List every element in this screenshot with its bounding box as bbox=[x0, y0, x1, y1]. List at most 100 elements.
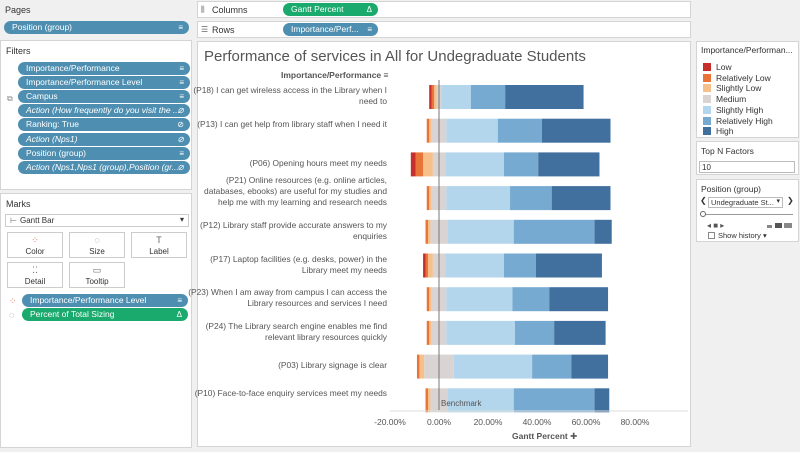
filter-pill[interactable]: Action (How frequently do you visit the … bbox=[18, 104, 190, 118]
show-history-label[interactable]: Show history ▾ bbox=[718, 231, 767, 240]
bar-segment[interactable] bbox=[446, 287, 513, 312]
legend-item[interactable]: Relatively Low bbox=[703, 73, 771, 84]
row-header[interactable]: Importance/Performance ≡ bbox=[281, 70, 389, 80]
bar-segment[interactable] bbox=[426, 320, 430, 345]
legend-item[interactable]: Medium bbox=[703, 94, 746, 105]
bar-segment[interactable] bbox=[513, 219, 595, 244]
bar-segment[interactable] bbox=[445, 152, 504, 177]
tooltip-icon: ▭ bbox=[92, 265, 102, 275]
playback-controls[interactable]: ◂ ■ ▸ bbox=[707, 221, 725, 230]
slider-track[interactable] bbox=[703, 214, 793, 215]
bar-segment[interactable] bbox=[429, 186, 432, 211]
bar-segment[interactable] bbox=[470, 85, 506, 109]
bar-segment[interactable] bbox=[510, 186, 552, 211]
color-button[interactable]: ⁘ Color bbox=[7, 232, 63, 258]
tooltip-button[interactable]: ▭ Tooltip bbox=[69, 262, 125, 288]
bar-segment[interactable] bbox=[427, 253, 433, 278]
bar-segment[interactable] bbox=[425, 388, 428, 413]
bar-segment[interactable] bbox=[427, 388, 431, 413]
bar-segment[interactable] bbox=[503, 152, 539, 177]
legend-item[interactable]: High bbox=[703, 126, 733, 137]
filter-pill[interactable]: Action (Nps1,Nps1 (group),Position (gr..… bbox=[18, 160, 190, 174]
legend-swatch bbox=[703, 84, 711, 93]
bar-segment[interactable] bbox=[549, 287, 609, 312]
bar-segment[interactable] bbox=[551, 186, 611, 211]
bar-segment[interactable] bbox=[503, 253, 536, 278]
show-history-checkbox[interactable] bbox=[708, 232, 715, 239]
sort-icon: ≡ bbox=[177, 296, 182, 305]
bar-segment[interactable] bbox=[410, 152, 416, 177]
filter-pill[interactable]: Importance/Performance Level ≡ bbox=[18, 76, 190, 90]
link-icon: ⧉ bbox=[7, 94, 13, 103]
speed-controls[interactable] bbox=[767, 223, 793, 228]
legend-item[interactable]: Low bbox=[703, 62, 732, 73]
slider-handle[interactable] bbox=[700, 211, 706, 217]
bar-segment[interactable] bbox=[538, 152, 600, 177]
detail-icon: ⁚⁚ bbox=[32, 265, 38, 275]
legend-item[interactable]: Relatively High bbox=[703, 116, 773, 127]
position-select[interactable]: Undegraduate St... ▾ bbox=[708, 197, 783, 208]
bar-segment[interactable] bbox=[541, 118, 611, 143]
rows-pill[interactable]: Importance/Perf... ≡ bbox=[283, 23, 378, 36]
bar-segment[interactable] bbox=[425, 219, 428, 244]
bar-segment[interactable] bbox=[446, 320, 515, 345]
bar-segment[interactable] bbox=[447, 219, 514, 244]
bar-segment[interactable] bbox=[427, 219, 431, 244]
marks-color-pill[interactable]: Importance/Performance Level ≡ bbox=[22, 294, 188, 307]
topn-input[interactable]: 10 bbox=[699, 161, 795, 173]
bar-segment[interactable] bbox=[416, 354, 420, 379]
bar-segment[interactable] bbox=[425, 253, 428, 278]
bar-segment[interactable] bbox=[423, 152, 433, 177]
bar-segment[interactable] bbox=[426, 118, 430, 143]
gantt-icon: ⊢ bbox=[10, 216, 17, 225]
rows-shelf[interactable]: ☰ Rows Importance/Perf... ≡ bbox=[197, 21, 691, 38]
columns-pill[interactable]: Gantt Percent Δ bbox=[283, 3, 378, 16]
bar-segment[interactable] bbox=[446, 186, 511, 211]
bar-segment[interactable] bbox=[505, 85, 584, 109]
bar-segment[interactable] bbox=[429, 85, 432, 109]
bar-segment[interactable] bbox=[532, 354, 572, 379]
size-button[interactable]: ◌ Size bbox=[69, 232, 125, 258]
detail-button[interactable]: ⁚⁚ Detail bbox=[7, 262, 63, 288]
bar-segment[interactable] bbox=[431, 85, 435, 109]
legend-item[interactable]: Slightly High bbox=[703, 105, 763, 116]
category-label: (P06) Opening hours meet my needs bbox=[249, 157, 387, 168]
bar-segment[interactable] bbox=[535, 253, 602, 278]
bar-segment[interactable] bbox=[497, 118, 542, 143]
prev-arrow-icon[interactable]: ❮ bbox=[700, 196, 707, 205]
bar-segment[interactable] bbox=[429, 287, 432, 312]
bar-segment[interactable] bbox=[445, 253, 504, 278]
bar-segment[interactable] bbox=[415, 152, 424, 177]
filter-pill[interactable]: Position (group) ≡ bbox=[18, 146, 190, 160]
filter-pill[interactable]: Action (Nps1) ⊘ bbox=[18, 132, 190, 146]
legend-item[interactable]: Slightly Low bbox=[703, 83, 761, 94]
bar-segment[interactable] bbox=[434, 85, 437, 109]
bar-segment[interactable] bbox=[453, 354, 533, 379]
bar-segment[interactable] bbox=[514, 320, 555, 345]
bar-segment[interactable] bbox=[423, 253, 426, 278]
filter-pill[interactable]: Ranking: True ⊘ bbox=[18, 118, 190, 132]
bar-segment[interactable] bbox=[513, 388, 595, 413]
bar-segment[interactable] bbox=[447, 388, 514, 413]
bar-segment[interactable] bbox=[446, 118, 498, 143]
bar-segment[interactable] bbox=[426, 186, 430, 211]
mark-type-select[interactable]: ⊢ Gantt Bar ▾ bbox=[5, 214, 189, 227]
bar-segment[interactable] bbox=[429, 118, 432, 143]
bar-segment[interactable] bbox=[571, 354, 609, 379]
bar-segment[interactable] bbox=[426, 287, 430, 312]
pages-pill[interactable]: Position (group) ≡ bbox=[4, 21, 189, 34]
bar-segment[interactable] bbox=[512, 287, 550, 312]
bar-segment[interactable] bbox=[594, 219, 612, 244]
bar-segment[interactable] bbox=[429, 320, 432, 345]
columns-shelf[interactable]: ⫼ Columns Gantt Percent Δ bbox=[197, 1, 691, 18]
marks-size-pill[interactable]: Percent of Total Sizing Δ bbox=[22, 308, 188, 321]
label-button[interactable]: T Label bbox=[131, 232, 187, 258]
next-arrow-icon[interactable]: ❯ bbox=[787, 196, 794, 205]
filter-pill[interactable]: Importance/Performance ≡ bbox=[18, 62, 190, 75]
category-label: (P21) Online resources (e.g. online arti… bbox=[204, 175, 387, 208]
bar-segment[interactable] bbox=[554, 320, 606, 345]
bar-segment[interactable] bbox=[594, 388, 610, 413]
bar-segment[interactable] bbox=[441, 85, 471, 109]
bar-segment[interactable] bbox=[419, 354, 425, 379]
filter-pill[interactable]: Campus ≡ bbox=[18, 90, 190, 104]
